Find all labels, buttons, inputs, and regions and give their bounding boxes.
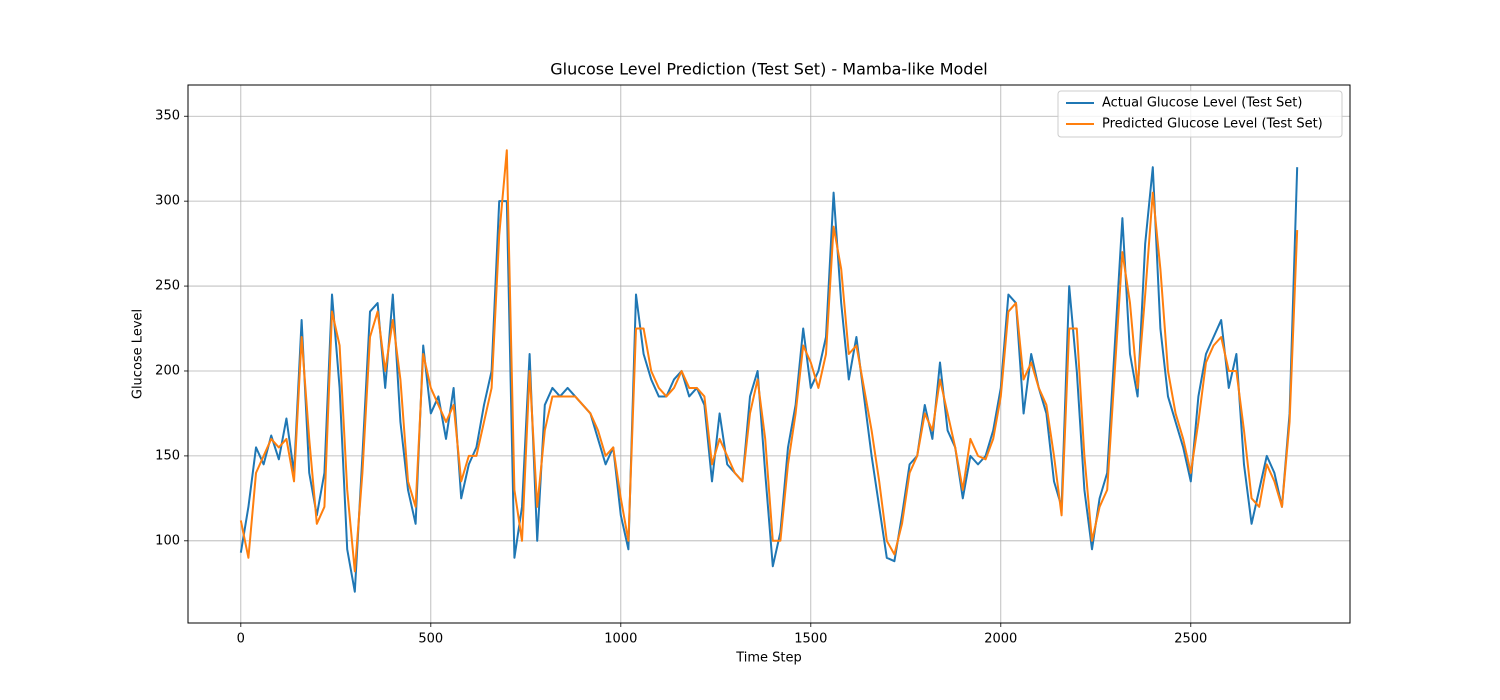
- x-tick-label: 1500: [794, 632, 827, 647]
- y-tick-label: 100: [155, 533, 180, 548]
- y-tick-label: 350: [155, 109, 180, 124]
- legend-label: Actual Glucose Level (Test Set): [1102, 96, 1302, 111]
- y-tick-label: 200: [155, 363, 180, 378]
- x-tick-label: 1000: [604, 632, 637, 647]
- plot-frame: [187, 84, 1351, 624]
- x-tick-label: 500: [418, 632, 443, 647]
- y-tick-label: 150: [155, 448, 180, 463]
- x-tick-label: 2000: [984, 632, 1017, 647]
- x-axis-label: Time Step: [735, 651, 802, 666]
- y-axis-label: Glucose Level: [131, 309, 146, 399]
- data-line: [239, 149, 1299, 573]
- legend-label: Predicted Glucose Level (Test Set): [1102, 117, 1323, 132]
- x-tick-label: 0: [237, 632, 245, 647]
- legend-box: [1057, 90, 1343, 138]
- y-tick-label: 300: [155, 194, 180, 209]
- legend: Actual Glucose Level (Test Set) Predicted…: [1057, 90, 1343, 138]
- y-tick-label: 250: [155, 279, 180, 294]
- chart-title: Glucose Level Prediction (Test Set) - Ma…: [550, 60, 988, 79]
- x-tick-label: 2500: [1174, 632, 1207, 647]
